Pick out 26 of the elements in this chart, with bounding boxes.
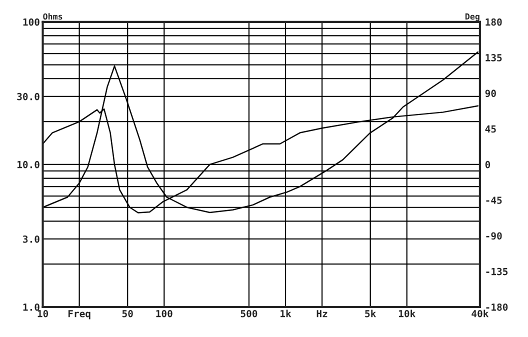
y-axis-title: Ohms bbox=[43, 13, 62, 20]
x-tick-label: 5k bbox=[365, 310, 376, 318]
x-tick-label: 40k bbox=[472, 310, 489, 318]
y-tick-label: 10.0 bbox=[17, 160, 40, 168]
y2-tick-label: -90 bbox=[486, 232, 502, 240]
y-tick-label: 1.0 bbox=[23, 303, 40, 311]
x-tick-label: 100 bbox=[156, 310, 172, 318]
y2-tick-label: 45 bbox=[485, 125, 496, 133]
x-tick-label: 1k bbox=[280, 310, 292, 318]
y2-tick-label: -45 bbox=[486, 196, 502, 204]
x-tick-label: 10 bbox=[38, 310, 48, 318]
y2-axis-title: Deg bbox=[465, 13, 480, 22]
y2-tick-label: 180 bbox=[486, 18, 502, 26]
y2-tick-label: 90 bbox=[485, 90, 496, 98]
x-tick-label: 50 bbox=[122, 310, 133, 318]
x-tick-label: Freq bbox=[68, 310, 90, 320]
y2-tick-label: -180 bbox=[486, 303, 508, 311]
x-tick-label: 500 bbox=[240, 310, 258, 318]
y-tick-label: 30.0 bbox=[17, 92, 40, 100]
x-tick-label: Hz bbox=[316, 310, 328, 318]
y2-tick-label: -135 bbox=[486, 268, 508, 276]
y-tick-label: 100 bbox=[23, 18, 40, 26]
y2-tick-label: 135 bbox=[486, 54, 502, 62]
y-tick-label: 3.0 bbox=[23, 235, 40, 243]
x-tick-label: 10k bbox=[398, 310, 416, 318]
y2-tick-label: 0 bbox=[485, 160, 490, 168]
